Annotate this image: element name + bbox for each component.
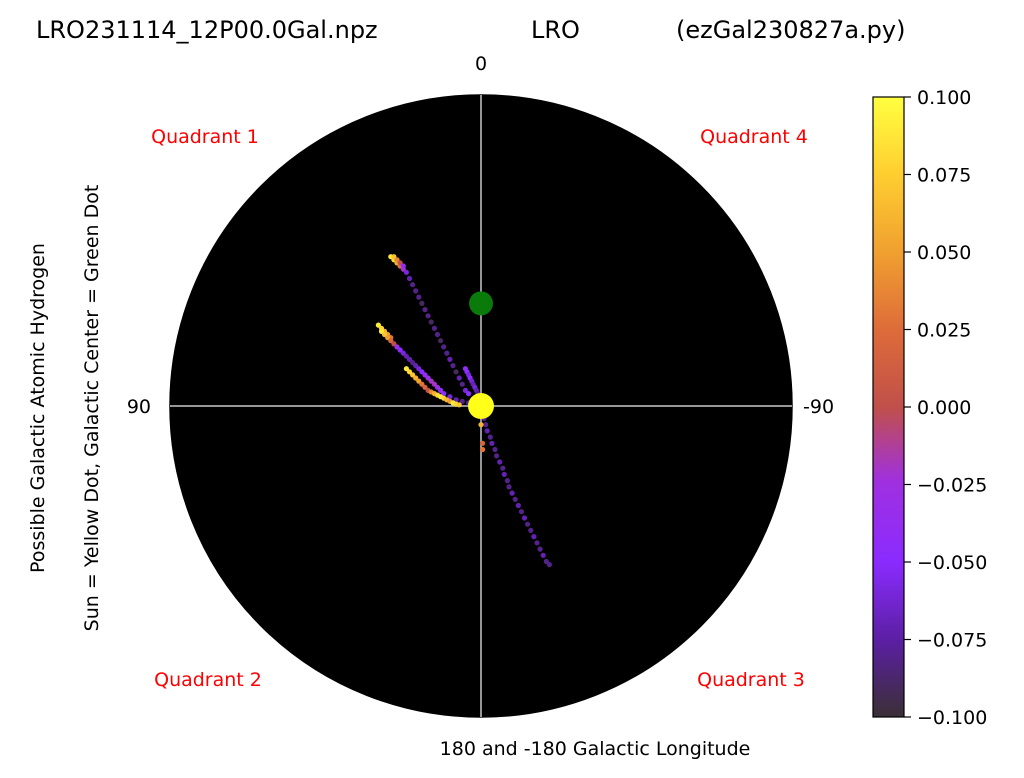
data-point-middle: [438, 387, 444, 393]
data-point-outer: [506, 484, 512, 490]
colorbar-tick-label: 0.000: [917, 397, 971, 419]
angle-label-right: -90: [803, 396, 834, 418]
colorbar-tick-label: −0.025: [917, 475, 987, 497]
data-point-outer: [492, 446, 498, 453]
angle-label-top: 0: [475, 53, 487, 75]
data-point-upper: [450, 363, 456, 369]
data-point-upper: [462, 387, 468, 393]
data-point-upper: [406, 275, 413, 282]
data-point-upper: [397, 260, 403, 266]
title-file: LRO231114_12P00.0Gal.npz: [36, 16, 378, 44]
quadrant-2-label: Quadrant 2: [154, 669, 262, 691]
data-point-upper: [453, 369, 459, 375]
data-point-outer: [525, 521, 531, 527]
data-point-outer: [540, 552, 546, 558]
data-point-outer: [512, 496, 518, 502]
data-point-outer: [515, 502, 521, 509]
colorbar-tick-label: 0.050: [917, 242, 971, 264]
data-point-upper: [459, 381, 465, 387]
data-point-outer: [480, 440, 486, 446]
data-point-upper: [438, 338, 444, 344]
data-point-outer: [480, 446, 486, 453]
data-point-upper: [425, 313, 431, 319]
data-point-upper: [428, 319, 434, 325]
data-point-outer: [521, 515, 528, 521]
data-point-upper: [441, 344, 447, 350]
data-point-outer: [534, 540, 540, 546]
quadrant-3-label: Quadrant 3: [697, 669, 805, 691]
galactic-center-dot: [469, 291, 493, 316]
colorbar-tick-label: −0.050: [917, 552, 987, 574]
sun-dot: [468, 393, 494, 419]
colorbar-tick-label: 0.075: [917, 165, 971, 187]
y-axis-label-line-1: Possible Galactic Atomic Hydrogen: [27, 243, 49, 573]
data-point-outer: [528, 527, 534, 534]
data-point-outer: [483, 422, 489, 428]
data-point-outer: [546, 562, 553, 568]
colorbar-tick-label: −0.100: [917, 707, 987, 729]
quadrant-1-label: Quadrant 1: [151, 126, 259, 148]
data-point-upper: [434, 331, 441, 338]
data-point-upper: [444, 350, 450, 356]
colorbar-tick-label: −0.075: [917, 630, 987, 652]
colorbar-ticks: 0.100 0.075 0.050 0.025 0.000 −0.025 −0.050 −0.…: [904, 87, 987, 729]
data-point-middle: [397, 347, 403, 353]
data-point-upper: [413, 288, 419, 294]
data-point-outer: [487, 434, 493, 440]
data-point-outer: [509, 490, 515, 496]
data-point-upper: [400, 263, 406, 269]
data-point-upper: [466, 391, 472, 397]
data-point-upper: [410, 282, 416, 288]
y-axis-label-line-2: Sun = Yellow Dot, Galactic Center = Gree…: [81, 185, 103, 632]
data-point-upper: [431, 325, 437, 331]
data-point-outer: [484, 428, 490, 434]
data-point-lower: [456, 402, 462, 408]
data-point-outer: [537, 546, 543, 552]
data-point-middle: [459, 398, 465, 404]
quadrant-4-label: Quadrant 4: [700, 126, 808, 148]
data-point-upper: [419, 300, 425, 306]
data-point-outer: [518, 509, 525, 515]
x-axis-label: 180 and -180 Galactic Longitude: [440, 738, 751, 760]
data-point-outer: [497, 459, 503, 465]
title-script: (ezGal230827a.py): [676, 16, 905, 44]
colorbar-tick-label: 0.100: [917, 87, 971, 109]
data-point-middle: [428, 378, 434, 384]
angle-label-left: 90: [127, 396, 151, 418]
data-point-upper: [422, 307, 428, 313]
data-point-upper: [403, 269, 409, 275]
data-point-outer: [501, 471, 507, 477]
title-station: LRO: [531, 16, 580, 44]
data-point-middle: [375, 322, 381, 328]
data-point-outer: [478, 422, 484, 428]
data-point-middle: [403, 353, 409, 359]
colorbar-tick-label: 0.025: [917, 320, 971, 342]
data-point-upper: [447, 356, 453, 362]
data-point-outer: [504, 478, 510, 484]
data-point-outer: [500, 465, 506, 471]
data-point-upper: [416, 294, 422, 300]
data-point-outer: [494, 453, 500, 459]
colorbar: [872, 96, 905, 718]
data-point-upper: [456, 375, 462, 381]
data-point-outer: [531, 534, 537, 540]
data-point-outer: [489, 440, 495, 446]
